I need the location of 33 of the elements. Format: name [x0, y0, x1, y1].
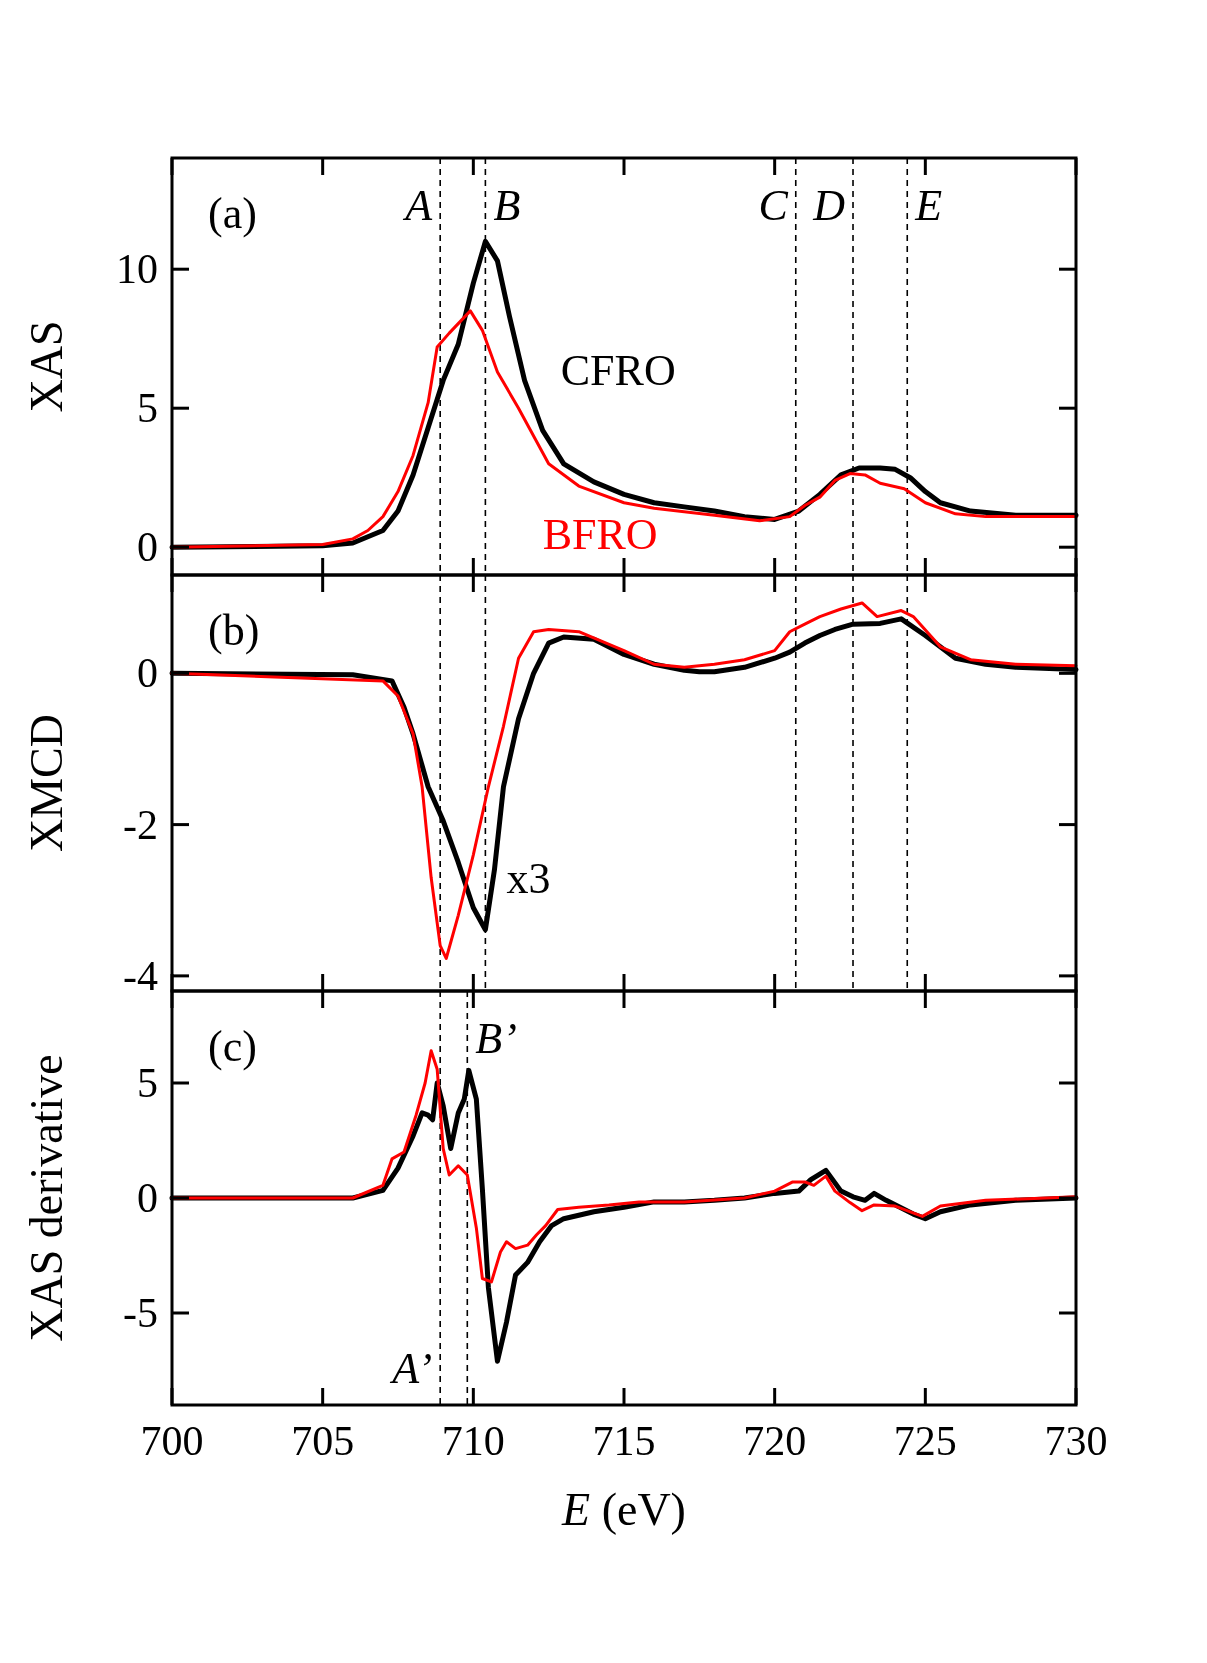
- y-tick-label: 0: [137, 650, 158, 697]
- series-label: BFRO: [542, 509, 658, 559]
- y-tick-label: 0: [137, 1175, 158, 1221]
- y-axis-title: XMCD: [21, 713, 72, 853]
- ref-line-label: D: [812, 181, 846, 230]
- x-axis-title: E (eV): [561, 1484, 686, 1535]
- ref-line-label: B’: [475, 1014, 517, 1063]
- x-tick-label: 725: [893, 1418, 957, 1464]
- x-tick-label: 720: [743, 1418, 807, 1464]
- annotation: x3: [506, 853, 551, 903]
- y-tick-label: -5: [123, 1290, 158, 1336]
- ref-line-label: B: [493, 181, 521, 230]
- y-tick-label: 0: [137, 524, 158, 571]
- y-axis-title: XAS derivative: [21, 1054, 72, 1342]
- text: (c): [208, 1022, 257, 1071]
- x-tick-label: 730: [1044, 1418, 1108, 1464]
- x-tick-label: 705: [291, 1418, 355, 1464]
- ref-line-label: A: [402, 181, 434, 230]
- y-tick-label: -2: [123, 801, 158, 848]
- series-label: CFRO: [560, 345, 676, 395]
- y-tick-label: -4: [123, 952, 158, 999]
- ref-line-label: A’: [389, 1344, 433, 1393]
- y-tick-label: 5: [137, 1060, 158, 1106]
- ref-line-label: C: [758, 181, 789, 230]
- y-axis-title: XAS: [21, 320, 72, 413]
- text: (a): [208, 189, 257, 238]
- ref-line-label: E: [914, 181, 943, 230]
- x-tick-label: 710: [441, 1418, 505, 1464]
- y-tick-label: 5: [137, 385, 158, 432]
- y-tick-label: 10: [116, 246, 158, 293]
- x-tick-label: 700: [140, 1418, 204, 1464]
- x-tick-label: 715: [592, 1418, 656, 1464]
- text: (b): [208, 606, 260, 655]
